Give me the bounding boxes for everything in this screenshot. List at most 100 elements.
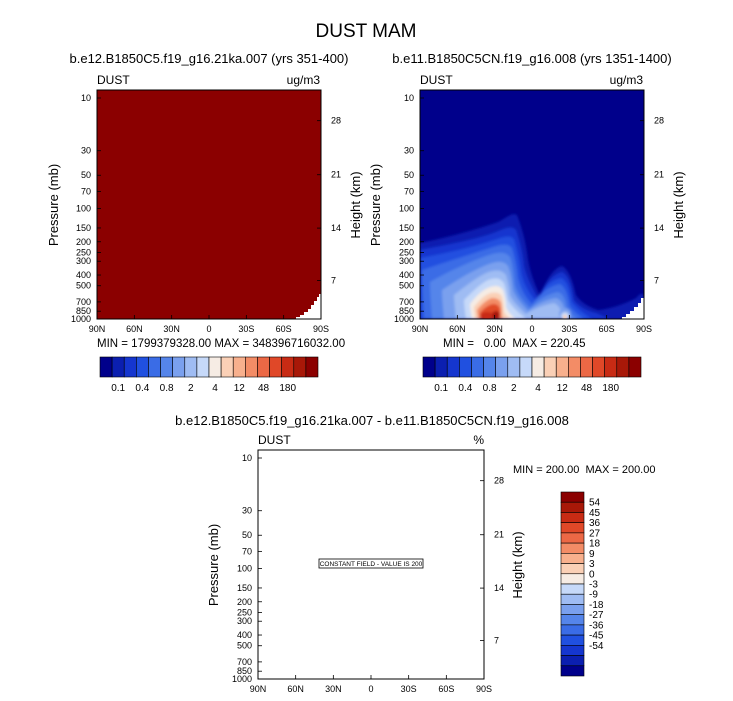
panel-1-colorbar-swatch bbox=[123, 356, 137, 378]
panel-2-colorbar-swatch bbox=[434, 356, 448, 378]
panel-1-colorbar-label: 2 bbox=[188, 383, 194, 394]
panel-1-colorbar-swatch bbox=[196, 356, 210, 378]
panel-3-xtick-label: 30N bbox=[325, 684, 342, 694]
panel-2-xtick-label: 30N bbox=[486, 324, 503, 334]
panel-2-ytick-label: 150 bbox=[399, 223, 414, 233]
panel-2-colorbar-swatch bbox=[531, 356, 545, 378]
panel-3-ytick-label: 400 bbox=[237, 630, 252, 640]
panel-1-ylabel-right: Height (km) bbox=[348, 171, 363, 238]
panel-1-title: b.e12.B1850C5.f19_g16.21ka.007 (yrs 351-… bbox=[70, 51, 349, 66]
panel-2-colorbar-label: 12 bbox=[557, 383, 569, 394]
panel-1-ytick-label: 200 bbox=[76, 237, 91, 247]
panel-3: b.e12.B1850C5.f19_g16.21ka.007 - b.e11.B… bbox=[175, 413, 655, 694]
panel-3-field-label: DUST bbox=[258, 433, 291, 447]
panel-2-ytick-label: 500 bbox=[399, 281, 414, 291]
panel-3-colorbar-swatch bbox=[560, 645, 585, 656]
panel-1-ytick-label: 500 bbox=[76, 281, 91, 291]
panel-2-xtick-label: 90N bbox=[412, 324, 429, 334]
panel-1-y2tick-label: 21 bbox=[331, 170, 341, 180]
panel-2-colorbar-swatch bbox=[446, 356, 460, 378]
panel-1-colorbar-swatch bbox=[305, 356, 319, 378]
panel-2-ytick-label: 100 bbox=[399, 204, 414, 214]
panel-3-colorbar-swatch bbox=[560, 655, 585, 667]
panel-3-ytick-label: 70 bbox=[242, 546, 252, 556]
panel-3-ytick-label: 50 bbox=[242, 530, 252, 540]
panel-1-units: ug/m3 bbox=[287, 73, 321, 87]
panel-2-ytick-label: 200 bbox=[399, 237, 414, 247]
panel-1-ytick-label: 700 bbox=[76, 297, 91, 307]
panel-2-colorbar-label: 4 bbox=[535, 383, 541, 394]
panel-1-ytick-label: 50 bbox=[81, 170, 91, 180]
contour-peak-1 bbox=[480, 312, 494, 319]
panel-1-y2tick-label: 14 bbox=[331, 223, 341, 233]
panel-2-y2tick-label: 21 bbox=[654, 170, 664, 180]
constant-field-box bbox=[318, 558, 424, 569]
panel-3-colorbar-swatch bbox=[560, 583, 585, 595]
panel-1-xtick-label: 30S bbox=[238, 324, 254, 334]
panel-3-colorbar-swatch bbox=[560, 542, 585, 554]
panel-2-colorbar-swatch bbox=[519, 356, 533, 378]
panel-2-colorbar-swatch bbox=[555, 356, 569, 378]
panel-1-ytick-label: 300 bbox=[76, 256, 91, 266]
panel-2-xtick-label: 60S bbox=[599, 324, 615, 334]
panel-3-ylabel: Pressure (mb) bbox=[206, 524, 221, 606]
panel-1-ytick-label: 70 bbox=[81, 186, 91, 196]
panel-3-colorbar-swatch bbox=[560, 634, 585, 646]
panel-2-ylabel-right: Height (km) bbox=[671, 171, 686, 238]
panel-1-colorbar-swatch bbox=[208, 356, 222, 378]
panel-2-colorbar-label: 180 bbox=[602, 383, 619, 394]
panel-2-ytick-label: 300 bbox=[399, 256, 414, 266]
panel-2-colorbar-swatch bbox=[495, 356, 509, 378]
panel-3-y2tick-label: 28 bbox=[494, 476, 504, 486]
panel-1-colorbar-label: 0.1 bbox=[111, 383, 125, 394]
panel-1-xtick-label: 90S bbox=[313, 324, 329, 334]
panel-1-ytick-label: 250 bbox=[76, 247, 91, 257]
panel-1-y2tick-label: 28 bbox=[331, 116, 341, 126]
panel-3-colorbar-label: -54 bbox=[589, 641, 604, 652]
panel-3-colorbar-label: 18 bbox=[589, 539, 601, 550]
panel-3-colorbar-swatch bbox=[560, 593, 585, 605]
panel-1-xtick-label: 60N bbox=[126, 324, 143, 334]
panel-1-colorbar-label: 12 bbox=[234, 383, 246, 394]
panel-2-xtick-label: 30S bbox=[561, 324, 577, 334]
panel-3-xtick-label: 60N bbox=[287, 684, 304, 694]
panel-3-y2tick-label: 14 bbox=[494, 583, 504, 593]
panel-1-ytick-label: 150 bbox=[76, 223, 91, 233]
panel-2-title: b.e11.B1850C5CN.f19_g16.008 (yrs 1351-14… bbox=[392, 51, 671, 66]
panel-1-colorbar-swatch bbox=[160, 356, 173, 378]
panel-2-units: ug/m3 bbox=[610, 73, 644, 87]
panel-2-colorbar-swatch bbox=[543, 356, 557, 378]
panel-1-ytick-label: 850 bbox=[76, 306, 91, 316]
panel-3-xtick-label: 30S bbox=[401, 684, 417, 694]
panel-3-colorbar-swatch bbox=[560, 491, 585, 503]
panel-1-colorbar-label: 48 bbox=[258, 383, 270, 394]
panel-2-y2tick-label: 28 bbox=[654, 116, 664, 126]
panel-2-ytick-label: 850 bbox=[399, 306, 414, 316]
panel-3-ytick-label: 10 bbox=[242, 453, 252, 463]
panel-2-colorbar-label: 0.4 bbox=[458, 383, 472, 394]
panel-1-colorbar-swatch bbox=[232, 356, 246, 378]
panel-1-ytick-label: 10 bbox=[81, 93, 91, 103]
panel-1-xtick-label: 0 bbox=[206, 324, 211, 334]
constant-field-note: CONSTANT FIELD - VALUE IS 200 bbox=[320, 561, 423, 568]
panel-2-colorbar-swatch bbox=[604, 356, 618, 378]
panel-1-minmax: MIN = 1799379328.00 MAX = 348396716032.0… bbox=[97, 338, 345, 350]
panel-1-plot-area bbox=[96, 89, 322, 320]
panel-3-colorbar-label: -18 bbox=[589, 600, 604, 611]
panel-2-ylabel: Pressure (mb) bbox=[368, 164, 383, 246]
panel-3-ytick-label: 700 bbox=[237, 657, 252, 667]
panel-2-plot-area bbox=[420, 90, 644, 319]
panel-3-ytick-label: 850 bbox=[237, 666, 252, 676]
panel-2-colorbar-swatch bbox=[592, 356, 605, 378]
panel-3-colorbar-swatch bbox=[560, 573, 585, 585]
panel-3-colorbar-swatch bbox=[560, 532, 585, 544]
panel-2-ytick-label: 30 bbox=[404, 146, 414, 156]
panel-3-colorbar-label: -45 bbox=[589, 631, 604, 642]
panel-3-units: % bbox=[473, 433, 484, 447]
panel-3-ytick-label: 200 bbox=[237, 597, 252, 607]
panel-2-contours bbox=[420, 214, 644, 319]
panel-1-xtick-label: 60S bbox=[276, 324, 292, 334]
panel-2-ytick-label: 700 bbox=[399, 297, 414, 307]
